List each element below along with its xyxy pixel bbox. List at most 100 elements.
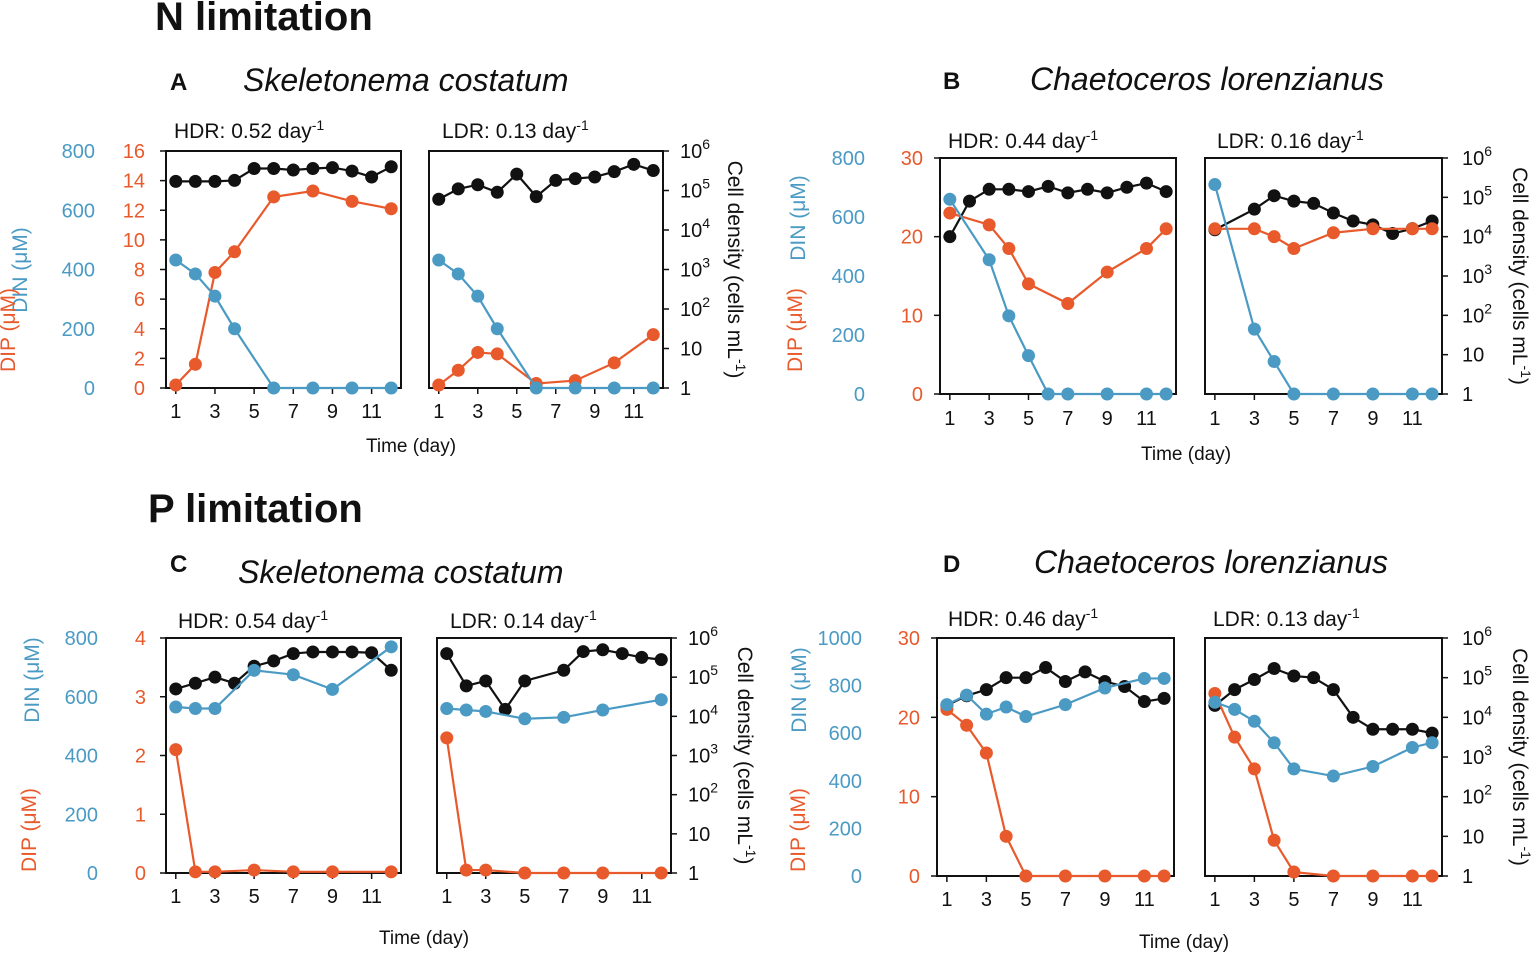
- cell-density-point: [982, 182, 996, 196]
- dip-line: [949, 212, 1167, 305]
- dip-tick-label: 3: [135, 687, 146, 709]
- din-tick-label: 0: [87, 863, 98, 885]
- x-tick-label: 1: [170, 886, 181, 908]
- x-tick-label: 3: [1249, 889, 1260, 911]
- cell-density-point: [208, 174, 222, 188]
- cell-density-point: [557, 663, 571, 677]
- cell-density-point: [1081, 182, 1094, 196]
- cell-density-point: [188, 174, 202, 188]
- dip-line: [174, 749, 392, 873]
- x-tick-label: 9: [1367, 408, 1378, 430]
- din-point: [646, 381, 660, 395]
- dip-tick-label: 30: [901, 148, 923, 170]
- cell-density-point: [1078, 665, 1092, 679]
- cell-tick-label: 106: [1462, 623, 1492, 650]
- cell-tick-label: 103: [1462, 742, 1492, 769]
- dip-line: [445, 737, 662, 875]
- cell-density-point: [459, 679, 473, 693]
- subplot-ldr: 1 3 5 7 9 11 LDR: 0.14 day-1: [436, 607, 677, 908]
- cell-density-point: [1386, 227, 1400, 241]
- din-point: [306, 381, 320, 395]
- cell-density-line: [1214, 667, 1433, 735]
- species-title: Skeletonema costatum: [238, 554, 564, 590]
- cell-density-point: [627, 157, 641, 171]
- panel-letter: C: [170, 551, 187, 578]
- cell-density-point: [1039, 661, 1053, 675]
- din-point: [384, 640, 398, 654]
- x-tick-label: 11: [361, 401, 382, 423]
- cell-tick-label: 102: [1462, 300, 1492, 327]
- cell-tick-label: 103: [688, 741, 718, 768]
- x-tick-label: 7: [550, 401, 561, 423]
- din-point: [1247, 322, 1261, 336]
- panel-b: B Chaetoceros lorenzianus 0 200 400 600 800 0 10…: [784, 61, 1534, 465]
- din-tick-label: 600: [62, 200, 95, 222]
- cell-density-point: [943, 230, 957, 244]
- cell-tick-label: 104: [1462, 702, 1492, 729]
- cell-density-point: [646, 164, 660, 178]
- cell-tick-label: 103: [1462, 261, 1492, 288]
- dip-tick-label: 10: [123, 230, 145, 252]
- dip-axis-title: DIP (μM): [18, 788, 41, 872]
- n-limitation-heading: N limitation: [155, 0, 373, 39]
- dip-point: [1061, 297, 1075, 311]
- panel-letter: B: [943, 68, 960, 95]
- din-point: [325, 682, 339, 696]
- x-tick-label: 3: [480, 886, 491, 908]
- cell-density-point: [1366, 722, 1380, 736]
- cell-tick-label: 106: [688, 623, 718, 650]
- x-tick-label: 5: [249, 886, 260, 908]
- cell-density-point: [247, 162, 261, 176]
- cell-density-point: [1307, 671, 1321, 685]
- din-line: [438, 259, 654, 390]
- x-tick-label: 7: [558, 886, 569, 908]
- din-point: [1405, 387, 1419, 401]
- din-point: [440, 702, 454, 715]
- din-line: [446, 698, 662, 720]
- x-tick-label: 3: [981, 889, 992, 911]
- din-point: [1208, 695, 1222, 709]
- din-point: [529, 381, 543, 395]
- dip-line: [438, 333, 654, 386]
- din-point: [1140, 387, 1153, 401]
- x-tick-label: 7: [1328, 408, 1339, 430]
- cell-density-point: [208, 670, 222, 684]
- cell-tick-label: 10: [680, 339, 702, 361]
- din-tick-label: 800: [832, 148, 865, 170]
- x-tick-label: 11: [1134, 889, 1155, 911]
- dip-tick-label: 4: [135, 628, 146, 650]
- cell-density-line: [175, 165, 392, 183]
- cell-density-point: [615, 647, 629, 661]
- din-point: [479, 704, 493, 718]
- cell-density-point: [498, 702, 512, 716]
- x-tick-label: 7: [288, 401, 299, 423]
- din-point: [384, 381, 398, 395]
- din-tick-label: 600: [65, 687, 98, 709]
- cell-tick-label: 105: [1462, 182, 1492, 209]
- cell-tick-label: 102: [680, 294, 710, 321]
- cell-density-point: [588, 170, 602, 184]
- din-point: [943, 192, 957, 206]
- cell-density-point: [169, 174, 183, 188]
- cell-density-point: [1228, 683, 1242, 697]
- dip-point: [1366, 869, 1380, 883]
- x-tick-label: 9: [1099, 889, 1110, 911]
- cell-density-point: [1022, 185, 1035, 199]
- cell-density-point: [654, 653, 668, 667]
- dip-point: [654, 866, 668, 880]
- din-point: [1247, 714, 1261, 728]
- din-line: [1214, 701, 1433, 778]
- dip-point: [1247, 222, 1261, 236]
- x-tick-label: 3: [472, 401, 483, 423]
- din-axis-title: DIN (μM): [788, 647, 811, 733]
- dip-point: [267, 190, 281, 204]
- din-point: [451, 267, 465, 281]
- din-point: [960, 688, 974, 702]
- dip-point: [1022, 277, 1035, 291]
- din-axis-title: DIN (μM): [21, 637, 44, 723]
- growth-rate-label: LDR: 0.16 day-1: [1217, 127, 1364, 153]
- x-tick-label: 7: [1062, 408, 1073, 430]
- cell-density-point: [1100, 186, 1114, 200]
- dip-point: [1326, 869, 1340, 883]
